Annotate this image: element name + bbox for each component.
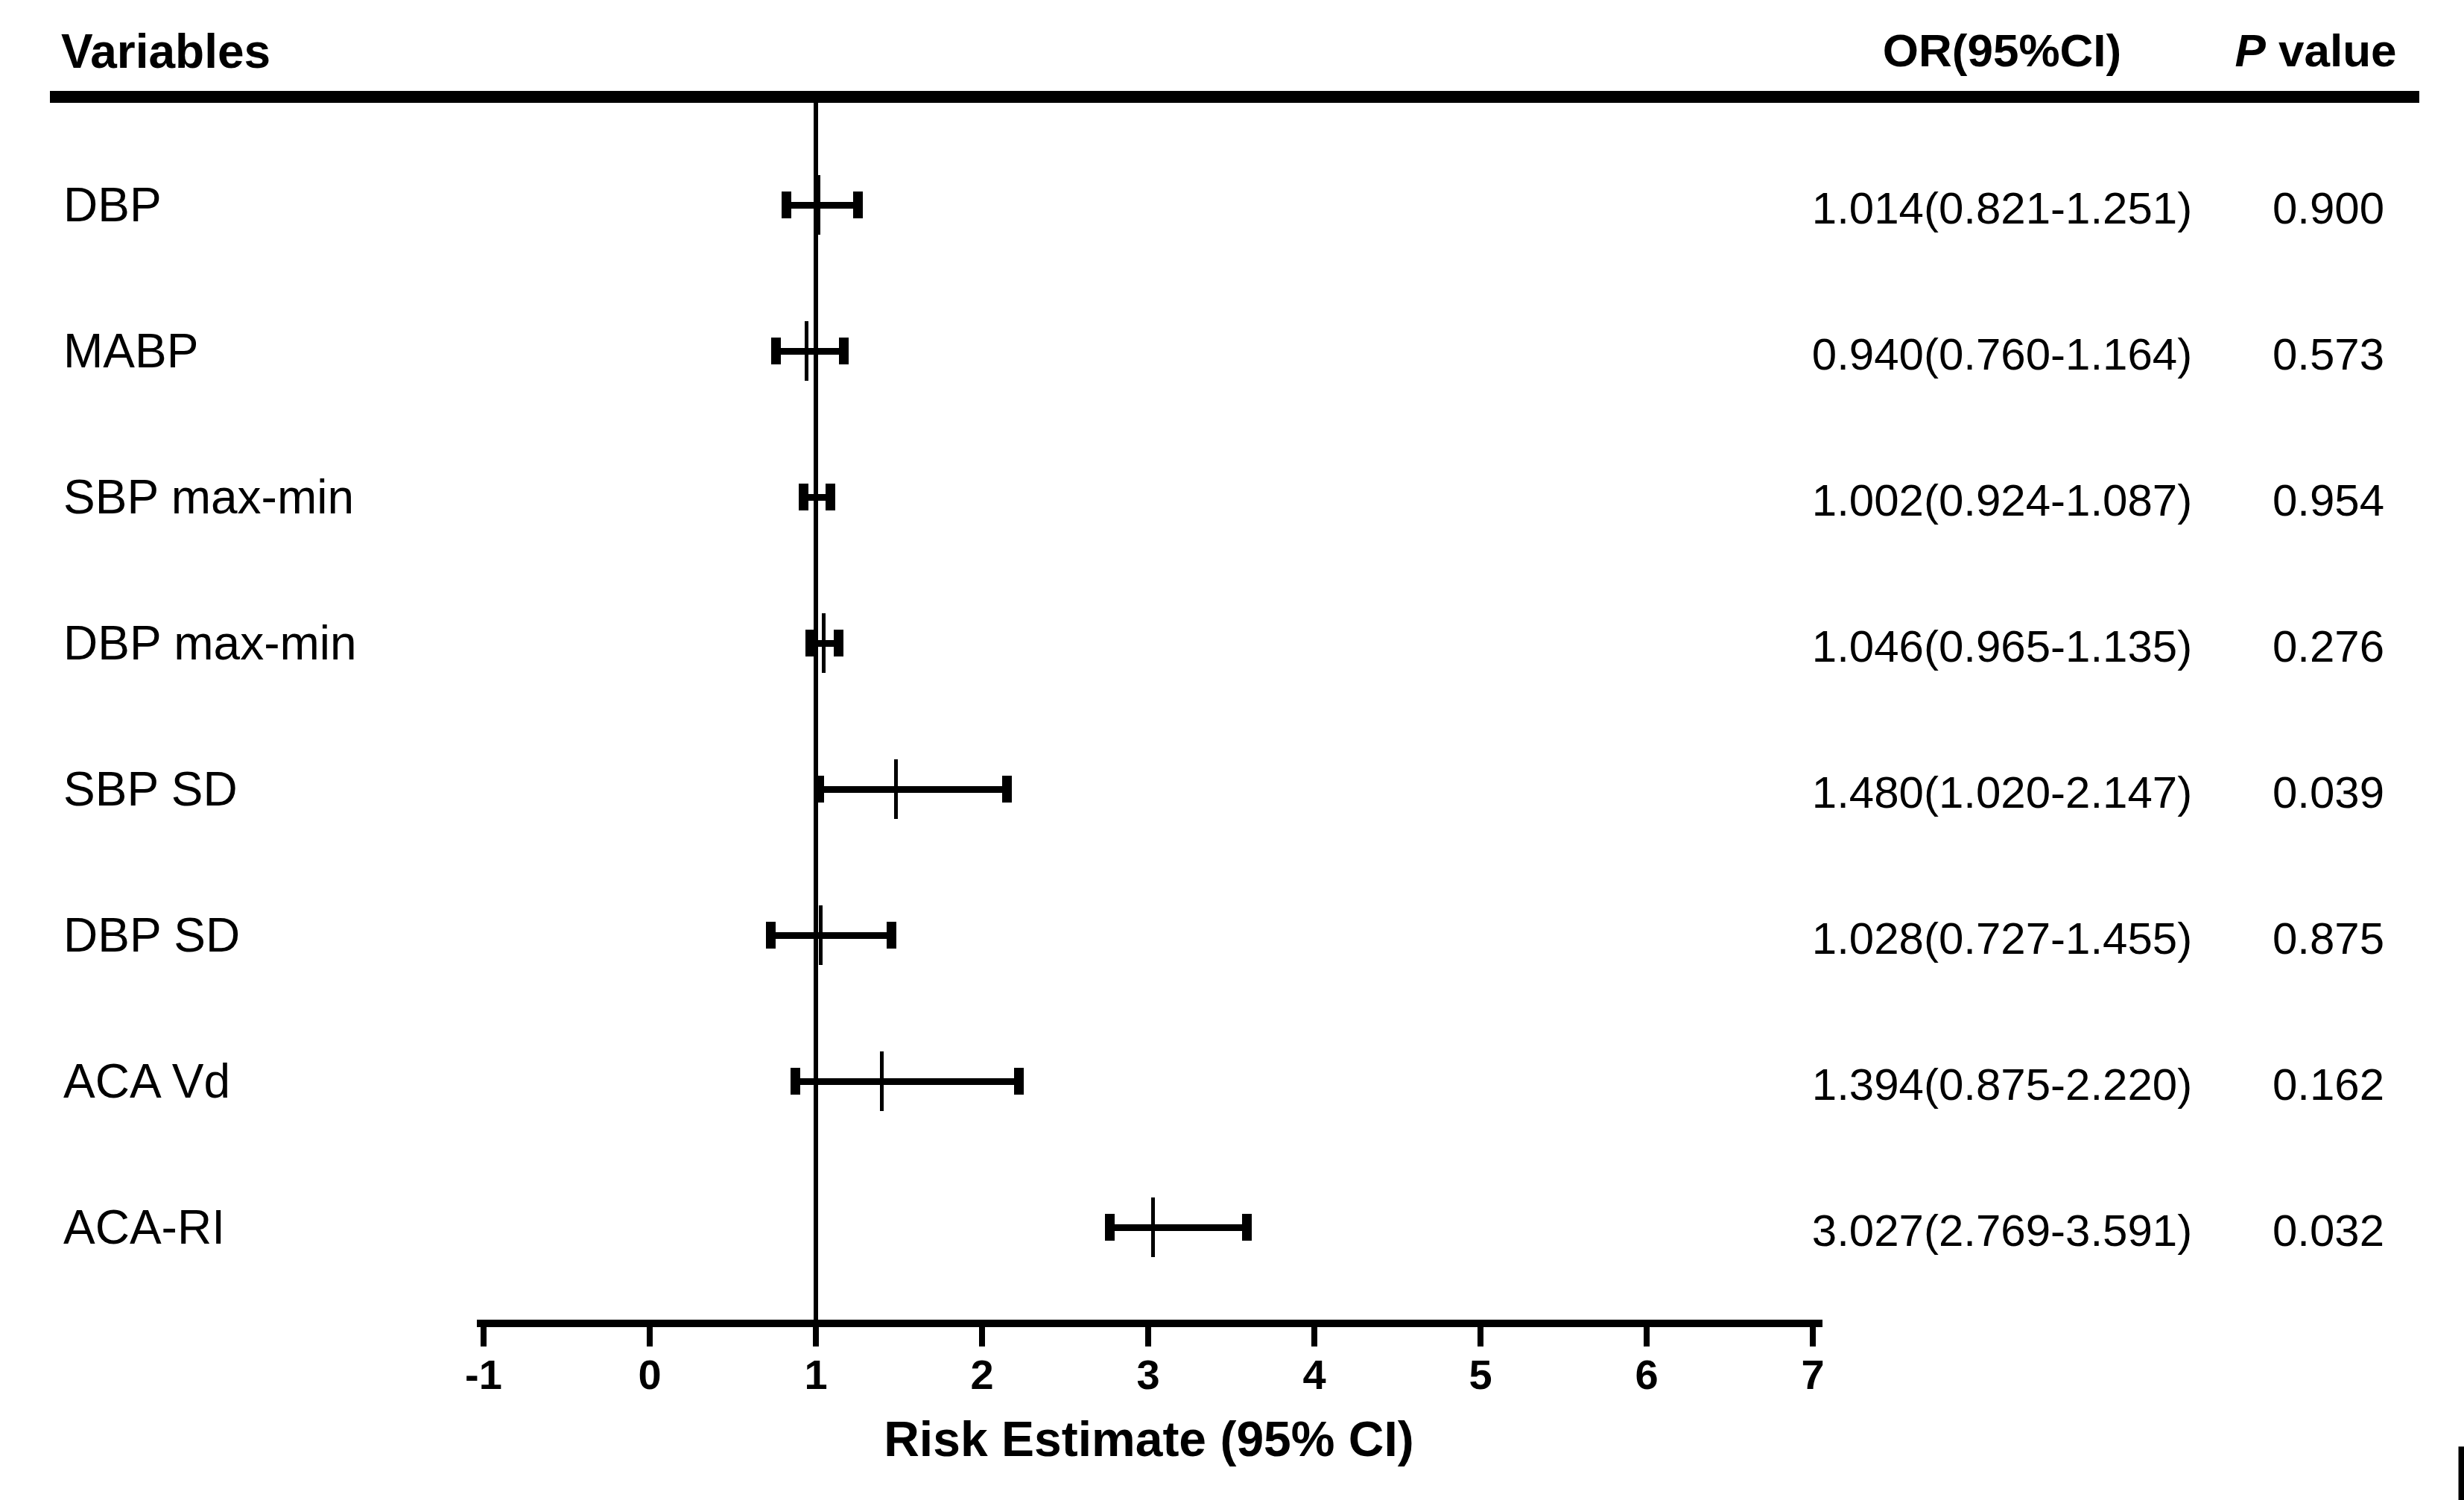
x-tick-mark (1644, 1327, 1650, 1346)
row-label: MABP (63, 323, 198, 379)
reference-line-x1 (814, 103, 818, 1323)
p-value: 0.875 (2273, 913, 2384, 964)
or-ci-value: 1.480(1.020-2.147) (1812, 767, 2192, 818)
ci-cap-low (782, 192, 791, 218)
x-axis-line (477, 1320, 1822, 1327)
point-estimate-marker (817, 175, 820, 235)
or-ci-value: 3.027(2.769-3.591) (1812, 1205, 2192, 1256)
point-estimate-marker (880, 1051, 884, 1111)
ci-cap-high (887, 922, 896, 949)
x-tick-mark (813, 1327, 819, 1346)
x-tick-mark (979, 1327, 985, 1346)
x-tick-label: 1 (804, 1350, 827, 1399)
ci-cap-high (1242, 1214, 1252, 1241)
row-label: DBP (63, 177, 162, 232)
ci-cap-low (805, 630, 815, 656)
x-tick-label: -1 (465, 1350, 502, 1399)
ci-bar (1109, 1224, 1246, 1231)
row-label: DBP max-min (63, 615, 357, 671)
ci-cap-low (791, 1068, 800, 1095)
x-tick-mark (1810, 1327, 1816, 1346)
ci-cap-high (839, 338, 849, 364)
ci-cap-high (853, 192, 863, 218)
p-value: 0.900 (2273, 183, 2384, 234)
p-value: 0.162 (2273, 1059, 2384, 1110)
x-tick-mark (647, 1327, 653, 1346)
forest-plot-figure: Variables OR(95%CI) P value DBP 1.014(0.8… (0, 0, 2464, 1500)
p-value: 0.276 (2273, 621, 2384, 672)
x-tick-mark (1478, 1327, 1483, 1346)
ci-bar (819, 786, 1006, 793)
ci-bar (795, 1078, 1019, 1085)
ci-cap-low (771, 338, 781, 364)
point-estimate-marker (894, 759, 898, 819)
or-ci-value: 1.028(0.727-1.455) (1812, 913, 2192, 964)
ci-cap-high (826, 484, 835, 510)
ci-cap-low (766, 922, 776, 949)
x-tick-label: 5 (1469, 1350, 1492, 1399)
ci-bar (786, 202, 858, 209)
point-estimate-marker (814, 467, 818, 527)
point-estimate-marker (1151, 1197, 1155, 1257)
p-value: 0.573 (2273, 329, 2384, 380)
or-ci-value: 0.940(0.760-1.164) (1812, 329, 2192, 380)
cropped-corner-glyph: D (2452, 1429, 2464, 1500)
row-label: SBP SD (63, 762, 238, 817)
x-tick-label: 3 (1136, 1350, 1159, 1399)
ci-cap-low (814, 776, 824, 803)
row-label: ACA Vd (63, 1054, 230, 1109)
ci-cap-high (1002, 776, 1012, 803)
x-tick-label: 0 (638, 1350, 661, 1399)
row-label: SBP max-min (63, 469, 354, 525)
point-estimate-marker (819, 905, 823, 965)
x-tick-mark (481, 1327, 487, 1346)
p-value: 0.039 (2273, 767, 2384, 818)
ci-cap-low (799, 484, 808, 510)
x-tick-label: 2 (970, 1350, 993, 1399)
row-label: DBP SD (63, 908, 240, 963)
column-header-variables: Variables (61, 24, 270, 79)
x-tick-mark (1311, 1327, 1317, 1346)
x-tick-mark (1145, 1327, 1151, 1346)
ci-bar (770, 932, 891, 939)
column-header-p-value: P value (2235, 24, 2396, 77)
x-axis-title: Risk Estimate (95% CI) (884, 1411, 1414, 1467)
or-ci-value: 1.394(0.875-2.220) (1812, 1059, 2192, 1110)
or-ci-value: 1.014(0.821-1.251) (1812, 183, 2192, 234)
point-estimate-marker (822, 613, 826, 673)
point-estimate-marker (805, 321, 808, 381)
x-tick-label: 4 (1302, 1350, 1326, 1399)
p-italic-letter: P (2235, 25, 2265, 76)
p-value-word: value (2266, 25, 2397, 76)
p-value: 0.954 (2273, 475, 2384, 526)
or-ci-value: 1.046(0.965-1.135) (1812, 621, 2192, 672)
header-rule (50, 91, 2419, 103)
x-tick-label: 7 (1801, 1350, 1824, 1399)
x-tick-label: 6 (1635, 1350, 1658, 1399)
ci-cap-low (1105, 1214, 1115, 1241)
row-label: ACA-RI (63, 1200, 225, 1255)
ci-cap-high (834, 630, 843, 656)
ci-cap-high (1014, 1068, 1024, 1095)
p-value: 0.032 (2273, 1205, 2384, 1256)
ci-bar (776, 348, 843, 355)
or-ci-value: 1.002(0.924-1.087) (1812, 475, 2192, 526)
column-header-or-ci: OR(95%CI) (1883, 24, 2121, 77)
